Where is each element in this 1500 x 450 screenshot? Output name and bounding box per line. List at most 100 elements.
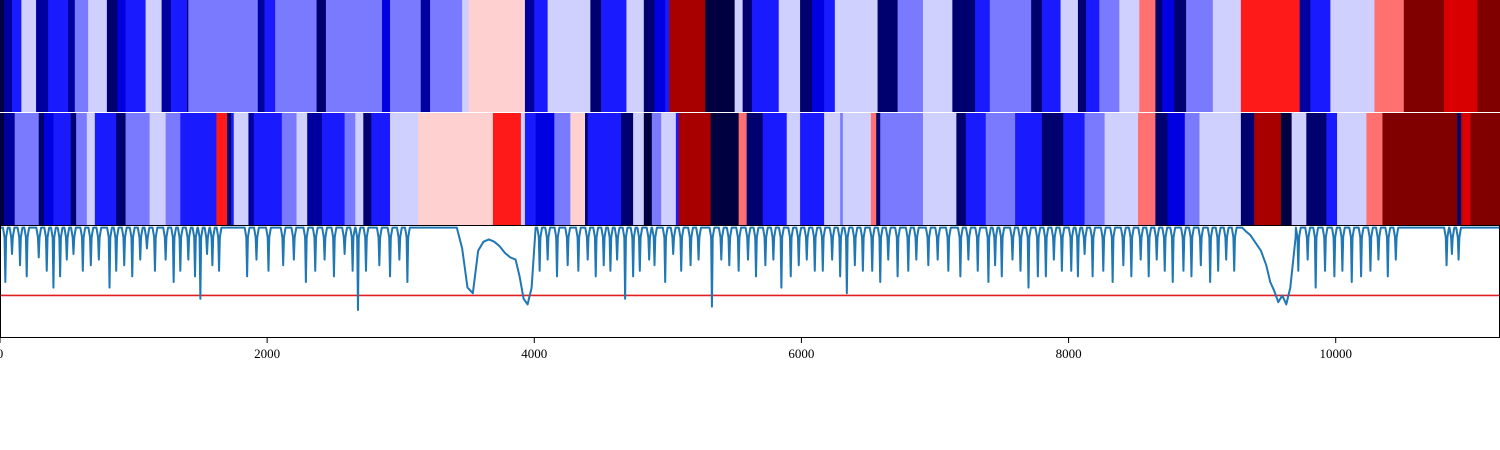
track-1-cell-2	[12, 0, 22, 112]
track-2-cell-18	[234, 113, 249, 225]
track-2-cell-71	[1199, 113, 1241, 225]
track-2-cell-19	[248, 113, 254, 225]
track-1-cell-39	[735, 0, 744, 112]
x-tick-label-4: 8000	[1056, 346, 1082, 361]
track-2-cell-6	[71, 113, 77, 225]
track-2-cell-35	[554, 113, 571, 225]
track-2-cell-32	[521, 113, 526, 225]
track-2-cell-8	[87, 113, 96, 225]
track-2-cell-34	[536, 113, 555, 225]
track-2-cell-10	[116, 113, 126, 225]
track-1-cell-24	[421, 0, 431, 112]
track-1-cell-63	[1174, 0, 1187, 112]
track-2-cell-46	[711, 113, 740, 225]
track-1-cell-69	[1330, 0, 1375, 112]
track-2-cell-47	[739, 113, 748, 225]
track-2-cell-5	[53, 113, 71, 225]
track-1-cell-71	[1404, 0, 1445, 112]
track-2-cell-12	[150, 113, 167, 225]
x-tick-label-2: 4000	[521, 346, 547, 361]
track-1-cell-47	[878, 0, 899, 112]
track-1-cell-70	[1374, 0, 1404, 112]
track-2-cell-72	[1241, 113, 1255, 225]
track-2-cell-40	[633, 113, 644, 225]
track-2-cell-36	[570, 113, 585, 225]
track-2-cell-41	[644, 113, 653, 225]
x-tick-label-1: 2000	[254, 346, 280, 361]
track-2-cell-21	[282, 113, 297, 225]
track-1-cell-20	[317, 0, 327, 112]
track-2-cell-60	[966, 113, 987, 225]
track-1-cell-3	[21, 0, 36, 112]
track-1-cell-34	[644, 0, 655, 112]
track-2-cell-20	[254, 113, 283, 225]
track-2-cell-45	[679, 113, 712, 225]
track-2-cell-81	[1457, 113, 1462, 225]
track-1-cell-13	[162, 0, 172, 112]
track-2-cell-73	[1254, 113, 1281, 225]
track-1-cell-28	[525, 0, 535, 112]
track-1-cell-18	[264, 0, 275, 112]
track-2-cell-61	[986, 113, 1016, 225]
track-2-cell-67	[1138, 113, 1156, 225]
track-2-cell-15	[216, 113, 227, 225]
track-1-cell-67	[1300, 0, 1311, 112]
track-1-cell-33	[626, 0, 644, 112]
track-1-cell-60	[1139, 0, 1156, 112]
track-1-cell-44	[812, 0, 825, 112]
track-1-cell-8	[88, 0, 107, 112]
track-1-cell-6	[68, 0, 75, 112]
track-2-cell-13	[166, 113, 181, 225]
track-1-cell-37	[669, 0, 706, 112]
track-2-cell-69	[1167, 113, 1185, 225]
track-2-cell-16	[227, 113, 232, 225]
track-2-cell-27	[363, 113, 372, 225]
track-1-cell-35	[655, 0, 666, 112]
track-1-cell-27	[469, 0, 526, 112]
track-1-cell-64	[1186, 0, 1213, 112]
track-1-cell-45	[824, 0, 835, 112]
x-axis: 0 2000 4000 6000 8000 10000	[0, 338, 1352, 361]
track-1-cell-65	[1213, 0, 1242, 112]
track-2-cell-77	[1326, 113, 1337, 225]
track-2-cell-57	[880, 113, 923, 225]
track-2-cell-2	[15, 113, 40, 225]
track-1-cell-59	[1119, 0, 1140, 112]
track-2-cell-55	[871, 113, 877, 225]
track-1-cell-23	[390, 0, 421, 112]
track-2-cell-62	[1015, 113, 1042, 225]
track-1-cell-22	[382, 0, 391, 112]
track-1-cell-61	[1155, 0, 1162, 112]
track-2-cell-25	[345, 113, 356, 225]
heatmap-row-2	[0, 113, 1500, 225]
track-1-cell-19	[275, 0, 317, 112]
track-1-cell-31	[590, 0, 601, 112]
track-1-cell-17	[258, 0, 265, 112]
track-1-cell-55	[1061, 0, 1079, 112]
track-1-cell-48	[898, 0, 924, 112]
track-1-cell-43	[800, 0, 813, 112]
track-2-cell-14	[180, 113, 217, 225]
track-1-cell-30	[548, 0, 591, 112]
x-tick-label-0: 0	[0, 346, 3, 361]
track-2-cell-11	[126, 113, 151, 225]
track-1-cell-54	[1042, 0, 1061, 112]
track-2-cell-3	[39, 113, 45, 225]
track-1-cell-51	[975, 0, 990, 112]
track-2-cell-48	[747, 113, 764, 225]
track-2-cell-4	[44, 113, 54, 225]
track-1-cell-10	[118, 0, 127, 112]
track-2-cell-39	[621, 113, 634, 225]
track-1-cell-50	[952, 0, 975, 112]
track-2-cell-43	[661, 113, 676, 225]
track-2-cell-63	[1042, 113, 1064, 225]
track-2-cell-78	[1337, 113, 1367, 225]
track-1-cell-29	[534, 0, 548, 112]
track-2-cell-50	[787, 113, 801, 225]
track-2-cell-52	[824, 113, 841, 225]
row-separator-1	[0, 112, 1500, 113]
track-2-cell-29	[390, 113, 419, 225]
track-1-cell-41	[752, 0, 779, 112]
x-tick-label-3: 6000	[788, 346, 814, 361]
track-2-cell-7	[76, 113, 87, 225]
